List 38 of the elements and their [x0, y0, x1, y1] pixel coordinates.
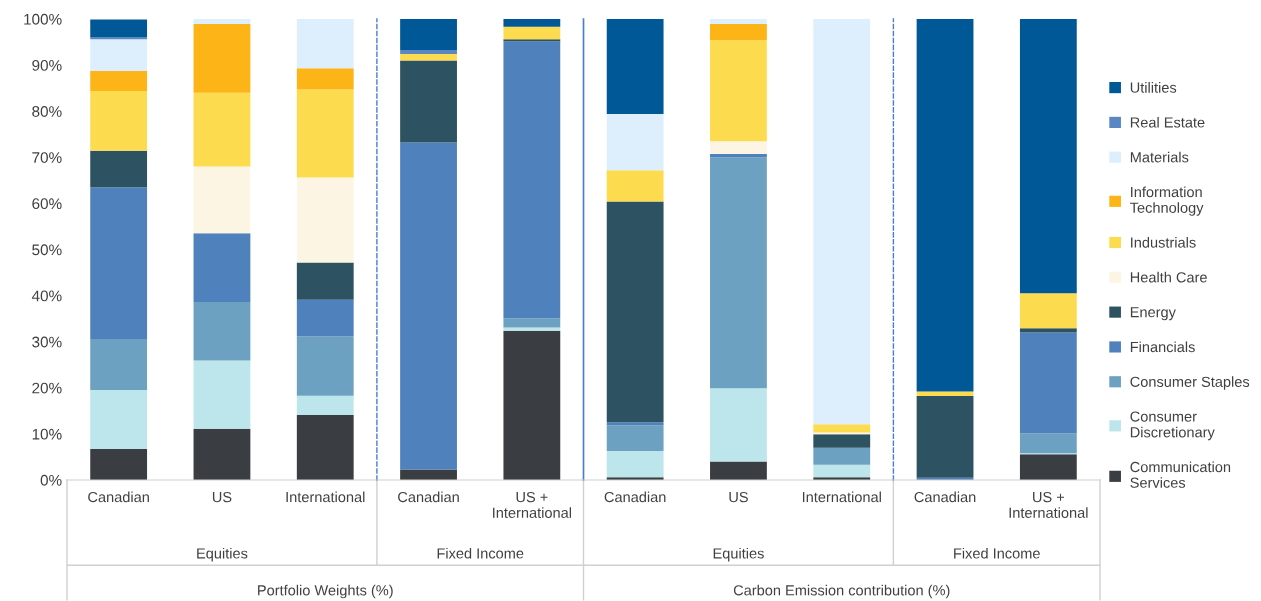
- legend-label: Real Estate: [1130, 116, 1205, 128]
- x-tick-label: Canadian: [604, 491, 666, 503]
- text: Fixed Income: [954, 547, 1040, 559]
- y-tick-label: 90%: [32, 59, 62, 71]
- x-tick-label: US + International: [493, 491, 572, 518]
- text: Portfolio Weights (%): [258, 584, 393, 599]
- x-tick-label: Canadian: [88, 491, 149, 503]
- y-tick-label: 40%: [31, 290, 62, 302]
- x-tick-label: Canadian: [914, 491, 976, 503]
- legend-label: Materials: [1130, 151, 1189, 163]
- y-tick-label: 50%: [32, 244, 62, 256]
- legend-label: Consumer Staples: [1130, 376, 1250, 390]
- x-tick-label: US: [212, 491, 232, 503]
- text: Carbon Emission contribution (%): [733, 584, 950, 599]
- y-tick-label: 0%: [40, 474, 62, 486]
- y-tick-label: 20%: [32, 382, 62, 394]
- y-tick-label: 80%: [32, 106, 62, 117]
- legend-label: Consumer Discretionary: [1130, 411, 1215, 441]
- legend-label: Information Technology: [1130, 186, 1204, 216]
- legend-label: Industrials: [1131, 236, 1196, 248]
- legend-label: Energy: [1130, 307, 1176, 321]
- x-tick-label: International: [802, 491, 881, 503]
- x-tick-label: Canadian: [398, 491, 459, 503]
- legend-label: Financials: [1130, 341, 1195, 353]
- x-tick-label: International: [286, 491, 365, 503]
- legend-label: Health Care: [1130, 271, 1207, 283]
- text: Equities: [713, 547, 764, 562]
- legend-label: Communication Services: [1130, 461, 1231, 488]
- x-tick-label: US: [729, 491, 748, 503]
- text: Fixed Income: [437, 547, 524, 559]
- legend-label: Utilities: [1130, 82, 1177, 93]
- y-tick-label: 60%: [32, 198, 62, 210]
- y-tick-label: 100%: [24, 13, 62, 25]
- y-tick-label: 10%: [32, 428, 62, 440]
- y-tick-label: 30%: [32, 336, 62, 348]
- y-tick-label: 70%: [32, 152, 62, 163]
- x-tick-label: US + International: [1009, 491, 1088, 518]
- text: Equities: [197, 547, 248, 562]
